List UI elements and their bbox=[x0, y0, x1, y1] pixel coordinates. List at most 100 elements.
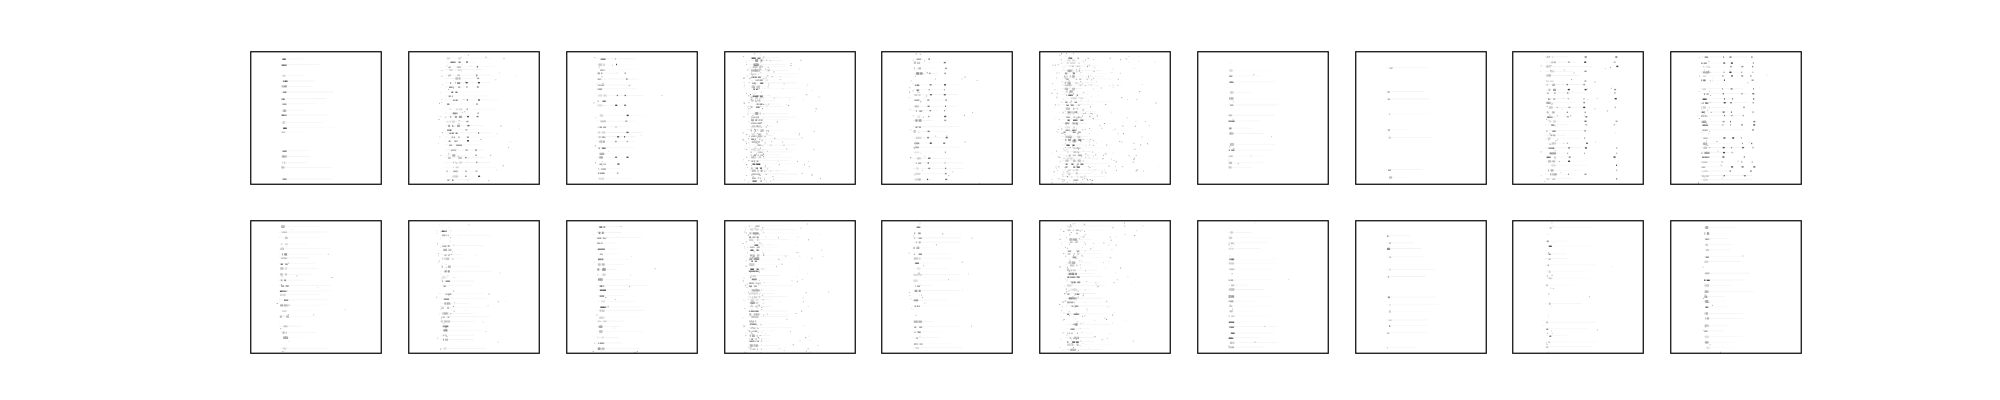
heatmap-cell bbox=[1587, 99, 1589, 101]
heatmap-cell bbox=[279, 316, 317, 317]
heatmap-cell bbox=[1061, 179, 1106, 180]
heatmap-cell bbox=[762, 303, 764, 304]
heatmap-cell bbox=[1700, 124, 1727, 126]
heatmap-cell bbox=[763, 253, 765, 255]
heatmap-cell bbox=[971, 238, 973, 240]
heatmap-cell bbox=[767, 75, 769, 77]
heatmap-cell bbox=[912, 83, 914, 85]
heatmap-cell bbox=[912, 168, 964, 169]
heatmap-cell bbox=[808, 335, 810, 337]
heatmap-cell bbox=[1700, 129, 1745, 131]
heatmap-cell bbox=[1703, 301, 1726, 302]
heatmap-cell bbox=[776, 170, 778, 172]
heatmap-cell bbox=[1087, 103, 1089, 105]
heatmap-cell bbox=[920, 101, 922, 103]
heatmap-cell bbox=[602, 161, 604, 163]
heatmap-cell bbox=[755, 83, 757, 85]
heatmap-cell bbox=[1585, 124, 1588, 126]
heatmap-cell bbox=[912, 62, 954, 63]
heatmap-cell bbox=[1107, 306, 1109, 308]
heatmap-cell bbox=[752, 115, 754, 116]
heatmap-cell bbox=[1254, 341, 1256, 343]
heatmap-panel-r1-c8 bbox=[1512, 220, 1644, 354]
heatmap-cell bbox=[1115, 161, 1117, 163]
heatmap-cell bbox=[1067, 122, 1068, 124]
heatmap-cell bbox=[1087, 309, 1089, 311]
heatmap-svg bbox=[1039, 220, 1171, 354]
heatmap-cell bbox=[912, 280, 958, 281]
heatmap-cell bbox=[1110, 135, 1112, 137]
heatmap-background bbox=[881, 220, 1013, 354]
heatmap-cell bbox=[1128, 55, 1130, 57]
heatmap-cell bbox=[1061, 147, 1106, 149]
heatmap-cell bbox=[1228, 232, 1252, 233]
heatmap-cell bbox=[1057, 156, 1059, 158]
heatmap-cell bbox=[917, 340, 919, 342]
heatmap-cell bbox=[1088, 284, 1090, 286]
heatmap-cell bbox=[749, 141, 775, 142]
heatmap-cell bbox=[1707, 82, 1709, 84]
heatmap-cell bbox=[1054, 174, 1056, 176]
heatmap-cell bbox=[445, 61, 477, 63]
heatmap-cell bbox=[786, 318, 788, 320]
heatmap-cell bbox=[1088, 113, 1090, 115]
heatmap-cells bbox=[742, 222, 830, 353]
heatmap-cell bbox=[1061, 94, 1084, 95]
heatmap-cell bbox=[750, 154, 752, 156]
heatmap-cell bbox=[1545, 147, 1582, 149]
heatmap-cell bbox=[1066, 291, 1068, 293]
heatmap-cell bbox=[1070, 232, 1072, 234]
heatmap-cell bbox=[475, 76, 477, 78]
heatmap-cell bbox=[1082, 150, 1084, 152]
heatmap-cell bbox=[605, 237, 607, 239]
heatmap-cell bbox=[448, 97, 450, 99]
heatmap-cell bbox=[749, 151, 793, 153]
heatmap-cell bbox=[743, 292, 745, 294]
heatmap-cell bbox=[743, 81, 745, 83]
heatmap-cell bbox=[1563, 142, 1565, 144]
heatmap-cell bbox=[749, 64, 786, 65]
heatmap-cell bbox=[765, 174, 767, 175]
heatmap-cell bbox=[785, 255, 787, 257]
heatmap-cell bbox=[747, 246, 749, 248]
heatmap-cell bbox=[760, 97, 762, 99]
heatmap-svg bbox=[1512, 220, 1644, 354]
heatmap-cell bbox=[1723, 137, 1726, 139]
heatmap-cell bbox=[1563, 69, 1565, 71]
heatmap-cell bbox=[754, 161, 756, 163]
heatmap-cell bbox=[1089, 127, 1091, 129]
heatmap-cell bbox=[753, 251, 755, 253]
heatmap-cell bbox=[756, 288, 757, 290]
heatmap-cell bbox=[1066, 76, 1068, 78]
heatmap-cell bbox=[751, 327, 753, 328]
heatmap-cell bbox=[753, 300, 755, 302]
heatmap-cell bbox=[441, 343, 443, 344]
heatmap-cell bbox=[1112, 314, 1114, 316]
heatmap-cell bbox=[935, 244, 937, 246]
heatmap-cell bbox=[440, 238, 442, 240]
heatmap-cell bbox=[1067, 268, 1069, 270]
heatmap-cell bbox=[450, 313, 452, 315]
heatmap-cell bbox=[1702, 266, 1704, 268]
heatmap-cell bbox=[440, 273, 442, 275]
heatmap-cell bbox=[917, 331, 919, 333]
heatmap-cell bbox=[799, 255, 801, 257]
heatmap-cell bbox=[943, 142, 946, 144]
heatmap-cell bbox=[745, 332, 747, 334]
heatmap-cell bbox=[1550, 305, 1552, 307]
heatmap-cell bbox=[1568, 156, 1571, 158]
heatmap-cell bbox=[449, 240, 451, 242]
heatmap-cell bbox=[912, 110, 939, 111]
heatmap-cell bbox=[1549, 66, 1551, 68]
heatmap-cell bbox=[1085, 59, 1087, 61]
heatmap-cell bbox=[1052, 64, 1054, 66]
heatmap-cell bbox=[1588, 296, 1590, 298]
heatmap-cell bbox=[279, 332, 317, 333]
heatmap-cell bbox=[598, 250, 599, 252]
heatmap-cell bbox=[1753, 98, 1755, 100]
heatmap-cell bbox=[279, 337, 305, 338]
heatmap-cell bbox=[786, 289, 788, 291]
heatmap-cell bbox=[1066, 237, 1067, 239]
heatmap-cell bbox=[1120, 267, 1122, 269]
heatmap-cell bbox=[604, 238, 606, 240]
